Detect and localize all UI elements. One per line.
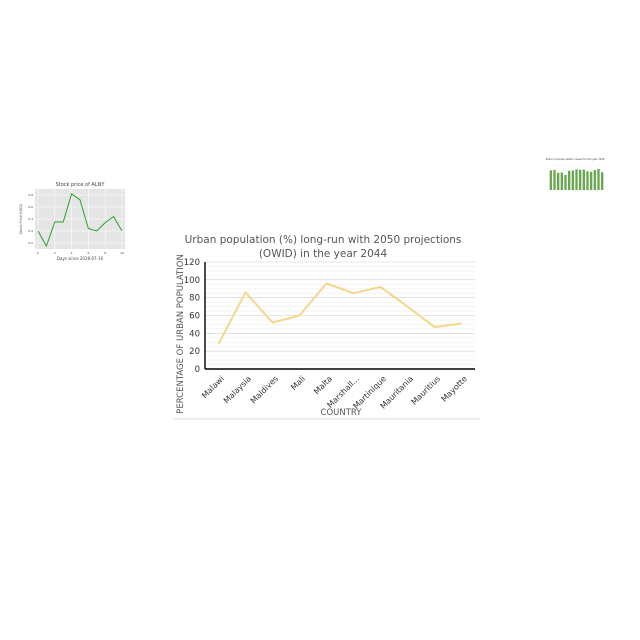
bar: [564, 174, 567, 190]
main-y-tick-label: 80: [189, 294, 200, 304]
main-series-line: [217, 282, 462, 345]
mini-bar-chart: Share of people deaths caused for the ye…: [546, 158, 605, 191]
main-y-tick-label: 60: [189, 312, 200, 322]
bar: [549, 170, 553, 190]
bar: [567, 170, 571, 190]
bar: [560, 172, 564, 190]
stock-y-axis-label: Stock Price (USD): [19, 203, 23, 234]
stock-x-tick-label: 8: [104, 251, 106, 255]
stock-y-tick-label: 0.8: [28, 193, 33, 197]
stock-y-tick-label: 0.6: [28, 205, 33, 209]
bar: [575, 169, 578, 190]
bar: [556, 172, 560, 190]
stock-x-tick-label: 0: [37, 251, 39, 255]
stock-x-tick-label: 6: [87, 251, 89, 255]
bar: [597, 168, 600, 190]
main-x-tick-label: Mali: [289, 374, 307, 392]
main-x-tick-label: Mayotte: [440, 374, 469, 403]
main-x-tick-label: Malta: [312, 374, 334, 396]
main-chart-title-line-2: (OWID) in the year 2044: [259, 248, 388, 260]
bar: [589, 171, 593, 190]
stock-x-tick-label: 10: [120, 251, 124, 255]
bar-marks: [549, 168, 604, 190]
stock-grid: [35, 189, 125, 249]
main-y-tick-label: 40: [189, 329, 200, 339]
stock-y-tick-label: 0.2: [28, 229, 33, 233]
main-x-tick-label: Maldives: [249, 374, 280, 405]
main-x-tick-label: Malaysia: [222, 374, 253, 405]
bar: [593, 170, 597, 190]
main-grid: [205, 261, 475, 365]
main-y-tick-label: 20: [189, 347, 200, 357]
stock-y-tick-label: 0.0: [28, 241, 33, 245]
main-x-tick-label: Malawi: [200, 374, 226, 400]
main-y-ticks: 0 20 40 60 80 100 120: [184, 258, 200, 375]
bar: [578, 169, 582, 190]
stock-line-chart: Stock price of ALNY 0.0 0.2 0.4 0.6 0.8 0 2 4 6 8…: [19, 182, 125, 261]
bar-chart-title: Share of people deaths caused for the ye…: [546, 158, 605, 161]
bar: [600, 172, 604, 190]
main-y-tick-label: 100: [184, 276, 200, 286]
main-x-axis-label: COUNTRY: [321, 408, 363, 418]
stock-x-tick-label: 4: [71, 251, 73, 255]
stock-x-tick-label: 2: [54, 251, 56, 255]
bar: [586, 171, 589, 190]
main-x-tick-label: Mauritius: [410, 374, 443, 407]
main-y-axis-label: PERCENTAGE OF URBAN POPULATION: [176, 254, 186, 414]
bar: [553, 169, 556, 190]
bar: [582, 169, 586, 190]
stock-y-tick-label: 0.4: [28, 217, 33, 221]
main-line-chart: Urban population (%) long-run with 2050 …: [173, 234, 480, 420]
main-y-tick-label: 120: [184, 258, 200, 268]
stock-series-line: [37, 192, 123, 248]
bar: [571, 170, 575, 190]
stock-x-axis-label: Days since 2018-07-16: [57, 256, 104, 261]
main-y-tick-label: 0: [195, 365, 200, 375]
main-chart-title-line-1: Urban population (%) long-run with 2050 …: [185, 234, 462, 246]
stock-ticks: 0.0 0.2 0.4 0.6 0.8 0 2 4 6 8 10: [28, 193, 124, 255]
stock-chart-title: Stock price of ALNY: [56, 182, 106, 188]
